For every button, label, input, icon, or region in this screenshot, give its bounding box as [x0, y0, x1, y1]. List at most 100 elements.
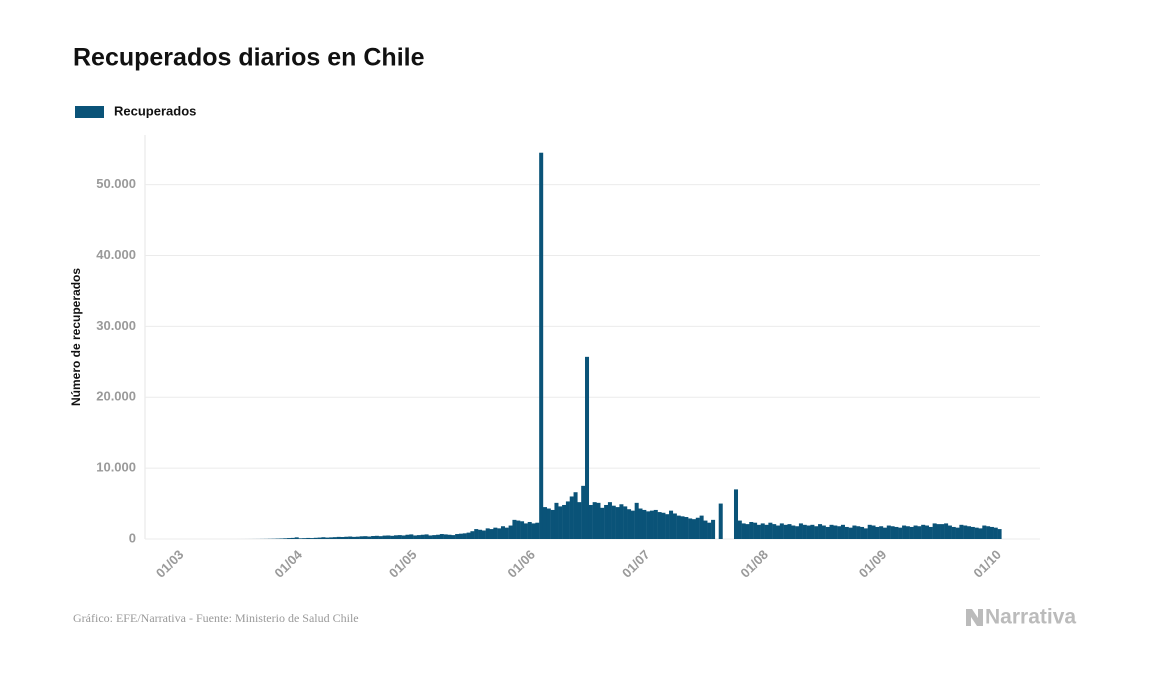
bar [913, 525, 918, 539]
bar [840, 524, 845, 539]
legend-label: Recuperados [114, 103, 196, 118]
bar [806, 525, 811, 539]
bar [665, 514, 670, 539]
bar [699, 515, 704, 539]
bar [554, 502, 559, 539]
bar [542, 507, 548, 539]
bar [500, 526, 505, 539]
bar [733, 489, 739, 539]
bar [283, 538, 288, 539]
bar [921, 524, 926, 539]
bar [810, 524, 815, 539]
bar [924, 525, 930, 539]
bar [955, 527, 960, 539]
bar [669, 510, 674, 539]
bar [294, 537, 299, 539]
bar [646, 511, 651, 539]
bar [623, 506, 628, 539]
x-tick-label: 01/10 [970, 547, 1004, 581]
bar [653, 509, 658, 539]
bar [562, 504, 567, 539]
x-tick-label: 01/07 [619, 547, 653, 581]
bar [394, 535, 399, 539]
bar [332, 537, 337, 539]
bar [951, 526, 956, 539]
bar [695, 517, 700, 539]
chart-title: Recuperados diarios en Chile [73, 44, 425, 72]
bar [619, 504, 624, 539]
bar [451, 535, 456, 539]
bar [928, 526, 933, 539]
y-axis-label: Número de recuperados [69, 268, 83, 406]
bar [508, 525, 513, 539]
bar [302, 538, 307, 539]
bar [550, 509, 555, 539]
bar [791, 525, 796, 539]
bar [745, 524, 750, 539]
bar [783, 524, 788, 539]
bar [458, 533, 463, 539]
bar [279, 538, 284, 539]
bar [795, 526, 800, 539]
bar [967, 526, 972, 539]
bar [478, 529, 483, 539]
bar [627, 509, 632, 539]
bar [642, 509, 647, 539]
bar [814, 526, 819, 539]
bar [348, 536, 353, 539]
bar [630, 510, 635, 539]
bar [420, 534, 425, 539]
bar [867, 524, 872, 539]
bar [351, 536, 357, 539]
bar [711, 519, 716, 539]
bar [367, 536, 372, 539]
bar [890, 526, 895, 539]
bar [818, 524, 823, 539]
y-tick-label: 0 [129, 530, 136, 545]
bar [397, 535, 402, 539]
bar [917, 526, 922, 539]
y-tick-label: 20.000 [96, 389, 136, 404]
bar [329, 537, 334, 539]
bar [802, 524, 807, 539]
bar [860, 526, 865, 539]
legend-swatch [75, 106, 104, 118]
bar [821, 525, 826, 539]
bar [321, 537, 326, 539]
bar [649, 510, 654, 539]
bar [982, 525, 987, 539]
bar [932, 523, 937, 539]
logo: Narrativa [985, 606, 1076, 629]
bar [523, 523, 528, 539]
bar [852, 525, 857, 539]
bar [634, 502, 639, 539]
bar [378, 536, 383, 539]
bar [753, 522, 758, 539]
bar [600, 507, 605, 539]
bar [596, 502, 601, 539]
bar [489, 529, 494, 539]
bar [963, 525, 968, 539]
bar [768, 522, 773, 539]
bar [485, 528, 490, 539]
x-tick-label: 01/05 [386, 547, 420, 581]
bar [386, 535, 391, 539]
bar [539, 152, 544, 539]
bar [416, 535, 421, 539]
bar [581, 485, 586, 539]
bar [355, 536, 360, 539]
bar [684, 517, 689, 539]
bar [680, 516, 685, 539]
y-tick-label: 10.000 [96, 460, 136, 475]
bar [405, 534, 410, 539]
bar [573, 492, 578, 539]
bar [359, 536, 364, 539]
bar [776, 525, 781, 539]
bar [737, 520, 742, 539]
bar [287, 538, 292, 539]
bar [902, 525, 907, 539]
bar [833, 525, 838, 539]
bar [936, 524, 941, 539]
bar [837, 526, 842, 539]
bar [676, 515, 681, 539]
